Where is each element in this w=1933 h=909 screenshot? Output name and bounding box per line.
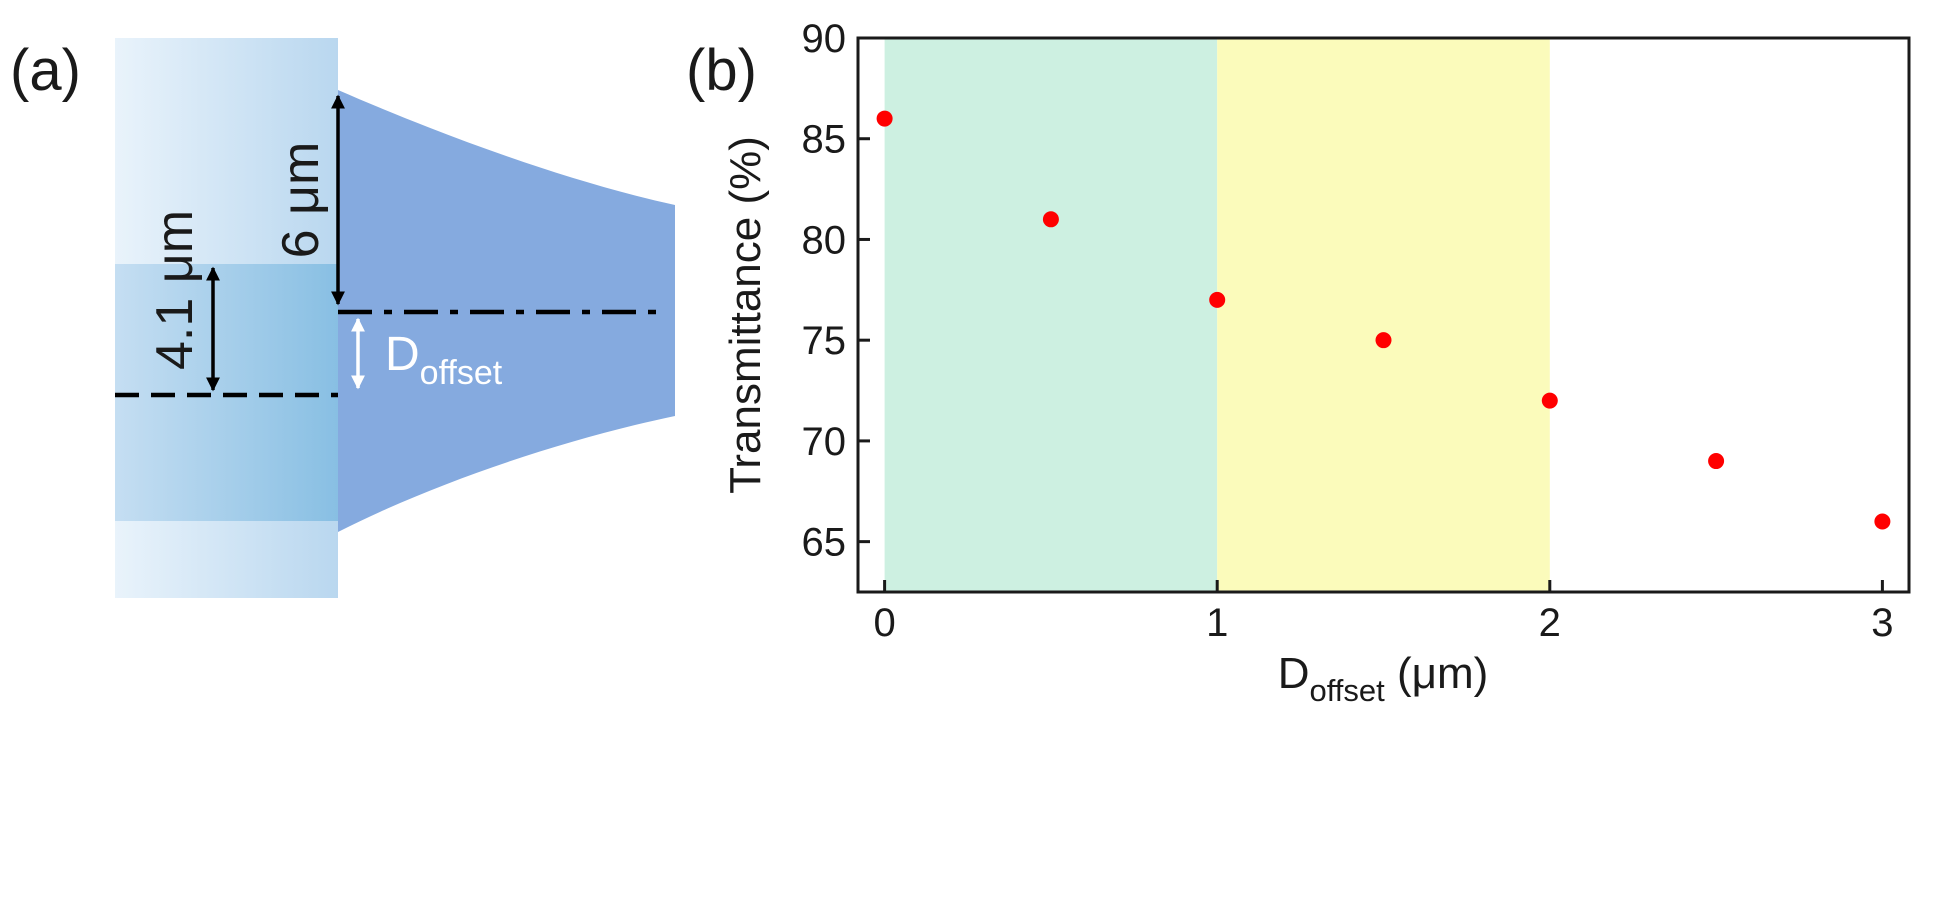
dimension-label-41um: 4.1 μm	[146, 210, 204, 370]
shaded-region-1	[884, 38, 1218, 592]
y-axis-label: Transmittance (%)	[721, 136, 770, 494]
panel-a-schematic: (a) 6 μm 4.1 μm Doffset	[10, 38, 675, 598]
y-tick-label: 70	[802, 420, 847, 464]
shaded-regions	[884, 38, 1550, 592]
x-tick-label: 3	[1871, 601, 1893, 645]
data-point	[1209, 291, 1226, 308]
y-tick-label: 65	[802, 521, 847, 565]
x-tick-label: 0	[873, 601, 895, 645]
fiber-core	[115, 264, 338, 521]
data-point	[1541, 392, 1558, 409]
panel-a-label: (a)	[10, 38, 81, 103]
data-points	[876, 110, 1891, 530]
dimension-label-6um: 6 μm	[272, 142, 330, 259]
shaded-region-2	[1217, 38, 1550, 592]
data-point	[1375, 332, 1392, 349]
taper-waveguide	[338, 90, 675, 532]
data-point	[1874, 513, 1891, 530]
y-tick-label: 75	[802, 319, 847, 363]
panel-b-chart: (b) 65 70 75 80 85 90 0 1 2 3 Transmittance (%) D…	[686, 17, 1911, 708]
y-tick-label: 90	[802, 17, 847, 61]
doffset-label: Doffset	[385, 328, 503, 392]
axis-ticks: 65 70 75 80 85 90 0 1 2 3	[802, 17, 1894, 645]
y-tick-label: 80	[802, 218, 847, 262]
x-tick-label: 1	[1206, 601, 1228, 645]
data-point	[1708, 453, 1725, 470]
plot-frame	[856, 36, 1911, 594]
x-tick-label: 2	[1539, 601, 1561, 645]
data-point	[876, 110, 893, 127]
data-point	[1042, 211, 1059, 228]
panel-b-label: (b)	[686, 38, 757, 103]
x-axis-label: Doffset (μm)	[1278, 649, 1489, 708]
y-tick-label: 85	[802, 118, 847, 162]
